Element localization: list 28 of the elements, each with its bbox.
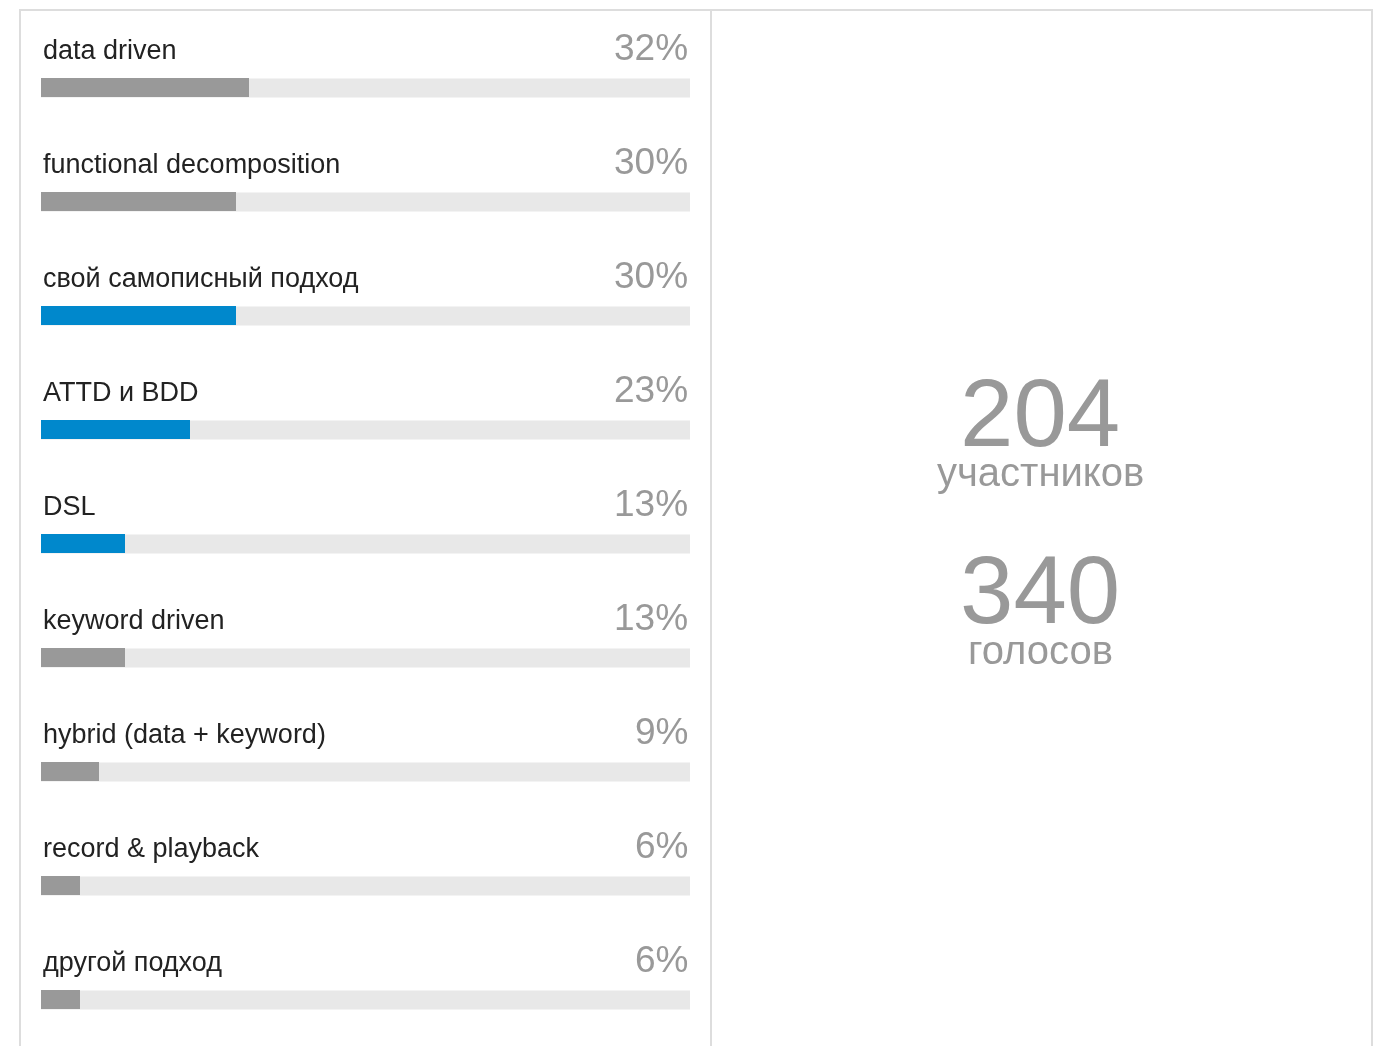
- data-label: 13%: [614, 483, 689, 524]
- bar: [41, 648, 125, 667]
- bar: [41, 192, 236, 211]
- data-label: 23%: [614, 369, 689, 410]
- y-tick-label: data driven: [43, 35, 177, 65]
- data-label: 6%: [635, 939, 689, 980]
- data-label: 13%: [614, 597, 689, 638]
- data-label: 30%: [614, 255, 689, 296]
- y-tick-label: ATTD и BDD: [43, 377, 199, 407]
- y-tick-label: keyword driven: [43, 605, 225, 635]
- bar: [41, 78, 249, 97]
- y-tick-label: другой подход: [43, 947, 223, 977]
- y-tick-label: DSL: [43, 491, 96, 521]
- bar: [41, 420, 190, 439]
- y-tick-label: свой самописный подход: [43, 263, 359, 293]
- data-label: 32%: [614, 27, 689, 68]
- text: участников: [937, 450, 1145, 494]
- bar: [41, 990, 80, 1009]
- data-label: 30%: [614, 141, 689, 182]
- y-tick-label: functional decomposition: [43, 149, 341, 179]
- data-label: 6%: [635, 825, 689, 866]
- y-tick-label: record & playback: [43, 833, 260, 863]
- bar: [41, 762, 99, 781]
- bar: [41, 306, 236, 325]
- bar: [41, 876, 80, 895]
- data-label: 9%: [635, 711, 689, 752]
- y-tick-label: hybrid (data + keyword): [43, 719, 326, 749]
- bar: [41, 534, 125, 553]
